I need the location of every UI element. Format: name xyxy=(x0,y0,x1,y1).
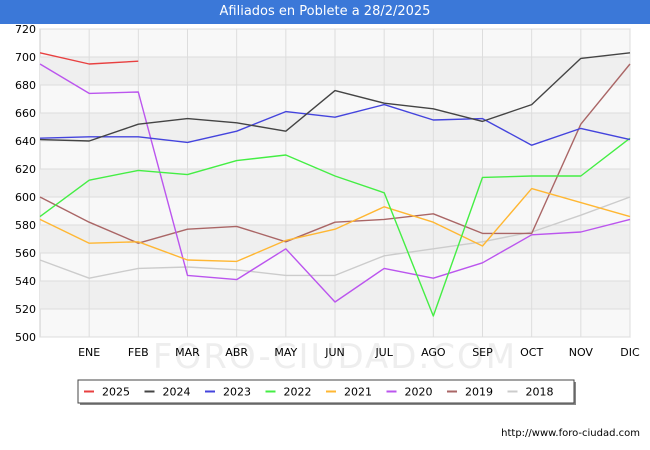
legend-label-2025: 2025 xyxy=(102,386,130,399)
x-tick-label: FEB xyxy=(128,346,149,359)
legend-label-2018: 2018 xyxy=(526,386,554,399)
y-tick-label: 500 xyxy=(15,331,36,344)
x-tick-label: OCT xyxy=(520,346,543,359)
x-grid xyxy=(88,29,631,337)
y-tick-label: 520 xyxy=(15,303,36,316)
y-tick-label: 580 xyxy=(15,219,36,232)
x-tick-label: NOV xyxy=(569,346,594,359)
y-tick-label: 540 xyxy=(15,275,36,288)
y-axis-tick-labels: 500 520 540 560 580 600 620 640 660 680 700 720 xyxy=(15,23,36,344)
y-tick-label: 680 xyxy=(15,79,36,92)
x-tick-label: JUN xyxy=(324,346,345,359)
series-line-2020 xyxy=(39,63,631,303)
chart-title: Afiliados en Poblete a 28/2/2025 xyxy=(0,0,650,24)
y-tick-label: 640 xyxy=(15,135,36,148)
x-tick-label: MAY xyxy=(274,346,297,359)
y-tick-label: 600 xyxy=(15,191,36,204)
x-tick-label: MAR xyxy=(175,346,200,359)
x-tick-label: DIC xyxy=(620,346,640,359)
legend: 2025 2024 2023 2022 2021 2020 2019 2018 xyxy=(77,379,576,405)
series-line-2022 xyxy=(39,137,631,317)
x-tick-label: AGO xyxy=(421,346,446,359)
legend-label-2024: 2024 xyxy=(163,386,191,399)
x-tick-label: ABR xyxy=(225,346,248,359)
x-tick-label: ENE xyxy=(78,346,100,359)
legend-label-2021: 2021 xyxy=(344,386,372,399)
legend-label-2023: 2023 xyxy=(223,386,251,399)
legend-label-2019: 2019 xyxy=(465,386,493,399)
series-lines xyxy=(39,52,631,317)
series-line-2025 xyxy=(39,52,139,65)
series-line-2021 xyxy=(39,187,631,263)
series-line-2024 xyxy=(39,52,631,142)
series-line-2019 xyxy=(39,63,631,244)
x-axis-tick-labels: ENE FEB MAR ABR MAY JUN JUL AGO SEP OCT NOV DIC xyxy=(78,346,640,359)
y-tick-label: 660 xyxy=(15,107,36,120)
watermark: FORO-CIUDAD.COM xyxy=(153,337,517,377)
y-tick-label: 560 xyxy=(15,247,36,260)
legend-label-2022: 2022 xyxy=(284,386,312,399)
x-tick-label: JUL xyxy=(374,346,393,359)
legend-label-2020: 2020 xyxy=(405,386,433,399)
y-tick-label: 620 xyxy=(15,163,36,176)
series-line-2023 xyxy=(39,103,631,146)
x-tick-label: SEP xyxy=(472,346,493,359)
footer-url: http://www.foro-ciudad.com xyxy=(501,428,640,439)
y-tick-label: 720 xyxy=(15,23,36,36)
y-tick-label: 700 xyxy=(15,51,36,64)
